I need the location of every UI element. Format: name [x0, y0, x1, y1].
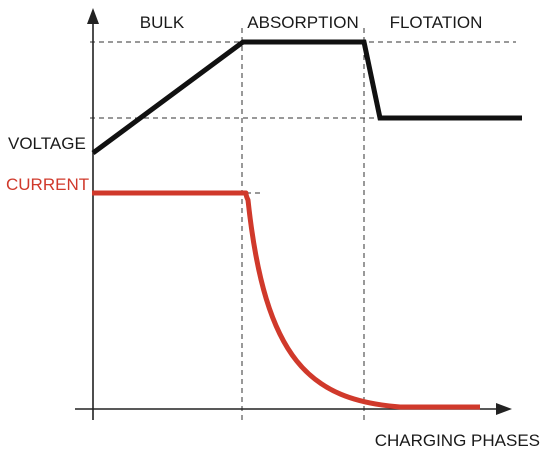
voltage-curve — [91, 39, 522, 156]
y-axis-arrow — [87, 8, 99, 24]
x-axis-arrow — [496, 403, 512, 415]
voltage-label: VOLTAGE — [8, 134, 86, 153]
phase-label-bulk: BULK — [140, 13, 185, 32]
x-axis-label: CHARGING PHASES — [375, 431, 540, 450]
current-curve — [92, 190, 480, 410]
current-label: CURRENT — [6, 175, 89, 194]
phase-label-flotation: FLOTATION — [390, 13, 483, 32]
phase-label-absorption: ABSORPTION — [247, 13, 358, 32]
